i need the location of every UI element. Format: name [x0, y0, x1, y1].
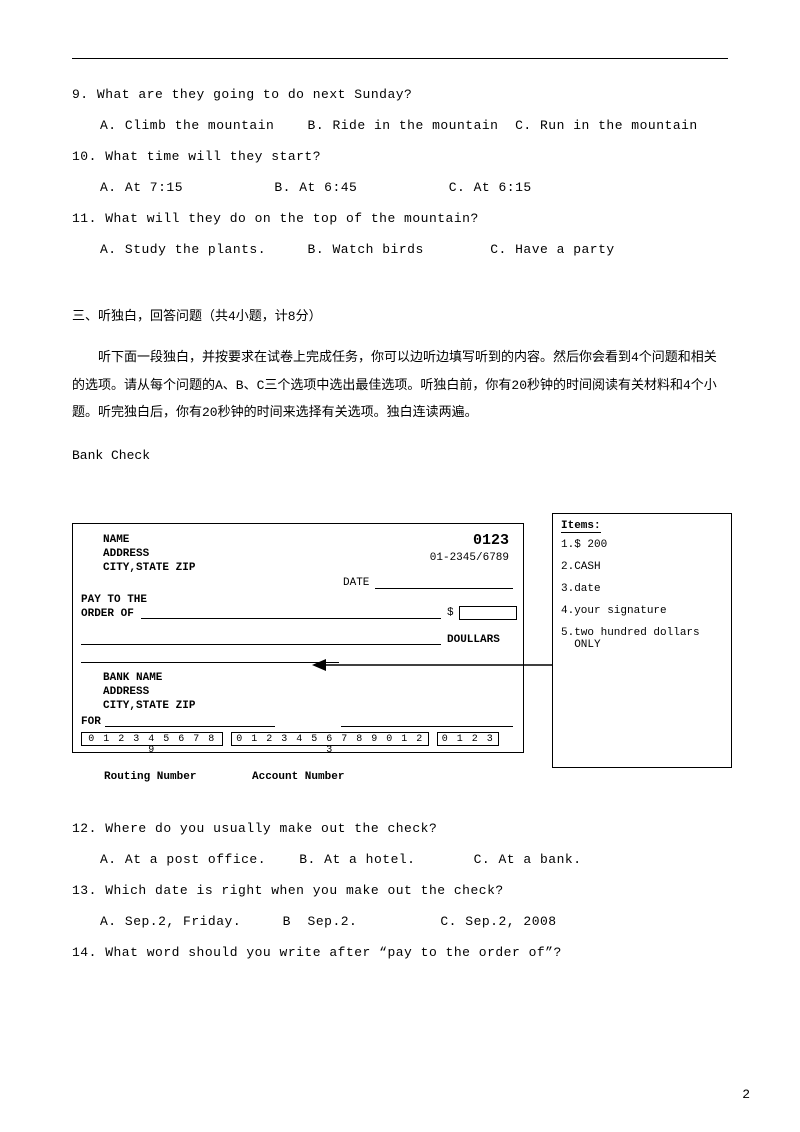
check-sign-line	[341, 726, 513, 727]
q13-a: A. Sep.2, Friday.	[100, 914, 241, 929]
check-micr-3: 0 1 2 3	[437, 732, 499, 746]
check-payto-2: ORDER OF	[81, 608, 134, 620]
q12-b: B. At a hotel.	[299, 852, 415, 867]
check-dollars-label: DOULLARS	[447, 634, 500, 646]
q13-options: A. Sep.2, Friday. B Sep.2. C. Sep.2, 200…	[72, 914, 728, 929]
check-for-line	[105, 726, 275, 727]
q12-text: 12. Where do you usually make out the ch…	[72, 821, 728, 836]
q11-b: B. Watch birds	[308, 242, 424, 257]
check-payee-line	[141, 618, 441, 619]
q14-text: 14. What word should you write after “pa…	[72, 945, 728, 960]
q11-a: A. Study the plants.	[100, 242, 266, 257]
q13-c: C. Sep.2, 2008	[440, 914, 556, 929]
check-diagram: NAME ADDRESS CITY,STATE ZIP 0123 01-2345…	[72, 523, 732, 803]
q9-b: B. Ride in the mountain	[308, 118, 499, 133]
q10-b: B. At 6:45	[274, 180, 357, 195]
top-rule	[72, 58, 728, 59]
check-routing-hdr: 01-2345/6789	[430, 552, 509, 564]
items-1: 1.$ 200	[561, 539, 723, 551]
check-bank-name: BANK NAME	[103, 672, 162, 684]
check-date-label: DATE	[343, 577, 369, 589]
q11-c: C. Have a party	[490, 242, 615, 257]
check-number: 0123	[473, 532, 509, 549]
q10-text: 10. What time will they start?	[72, 149, 728, 164]
section3-heading: 三、听独白，回答问题（共4小题，计8分）	[72, 303, 728, 330]
q9-text: 9. What are they going to do next Sunday…	[72, 87, 728, 102]
check-memo-line	[81, 662, 339, 663]
q12-options: A. At a post office. B. At a hotel. C. A…	[72, 852, 728, 867]
q9-options: A. Climb the mountain B. Ride in the mou…	[72, 118, 728, 133]
q10-options: A. At 7:15 B. At 6:45 C. At 6:15	[72, 180, 728, 195]
q13-text: 13. Which date is right when you make ou…	[72, 883, 728, 898]
items-5b: ONLY	[561, 639, 723, 651]
account-caption: Account Number	[252, 771, 344, 783]
items-box: Items: 1.$ 200 2.CASH 3.date 4.your sign…	[552, 513, 732, 768]
check-name: NAME	[103, 534, 129, 546]
items-5a: 5.two hundred dollars	[561, 627, 723, 639]
check-city: CITY,STATE ZIP	[103, 562, 195, 574]
q10-c: C. At 6:15	[449, 180, 532, 195]
check-micr-2: 0 1 2 3 4 5 6 7 8 9 0 1 2 3	[231, 732, 429, 746]
check-date-line	[375, 588, 513, 589]
check-outline: NAME ADDRESS CITY,STATE ZIP 0123 01-2345…	[72, 523, 524, 753]
check-dollar-sign: $	[447, 607, 454, 619]
check-address: ADDRESS	[103, 548, 149, 560]
bank-check-label: Bank Check	[72, 448, 728, 463]
check-bank-address: ADDRESS	[103, 686, 149, 698]
q11-options: A. Study the plants. B. Watch birds C. H…	[72, 242, 728, 257]
q12-c: C. At a bank.	[474, 852, 582, 867]
page-content: 9. What are they going to do next Sunday…	[0, 0, 800, 960]
section3-instructions: 听下面一段独白，并按要求在试卷上完成任务，你可以边听边填写听到的内容。然后你会看…	[72, 344, 728, 426]
items-3: 3.date	[561, 583, 723, 595]
q10-a: A. At 7:15	[100, 180, 183, 195]
q13-b: B Sep.2.	[283, 914, 358, 929]
routing-caption: Routing Number	[104, 771, 196, 783]
q9-a: A. Climb the mountain	[100, 118, 274, 133]
items-4: 4.your signature	[561, 605, 723, 617]
check-payto-1: PAY TO THE	[81, 594, 147, 606]
check-amount-box	[459, 606, 517, 620]
q12-a: A. At a post office.	[100, 852, 266, 867]
items-header: Items:	[561, 520, 601, 533]
page-number: 2	[742, 1087, 750, 1102]
check-dollars-line	[81, 644, 441, 645]
check-micr-1: 0 1 2 3 4 5 6 7 8 9	[81, 732, 223, 746]
check-for-label: FOR	[81, 716, 101, 728]
q11-text: 11. What will they do on the top of the …	[72, 211, 728, 226]
items-2: 2.CASH	[561, 561, 723, 573]
q9-c: C. Run in the mountain	[515, 118, 698, 133]
check-bank-city: CITY,STATE ZIP	[103, 700, 195, 712]
